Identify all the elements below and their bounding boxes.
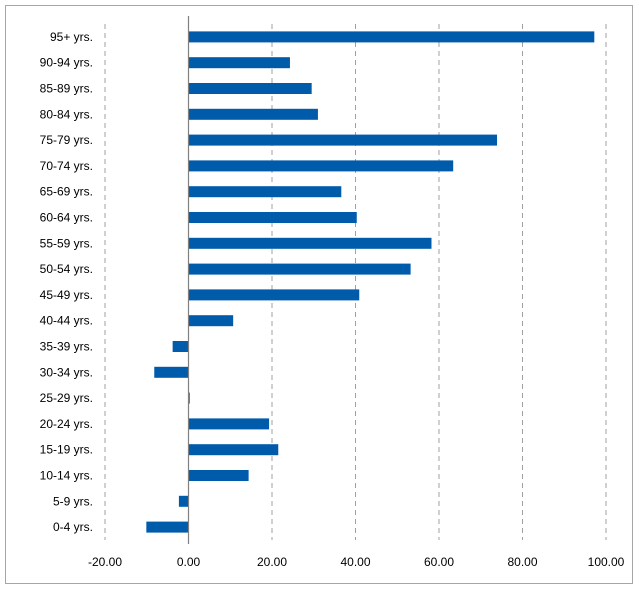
category-label: 40-44 yrs. (40, 314, 93, 328)
y-axis-category-labels: 0-4 yrs. 5-9 yrs. 10-14 yrs. 15-19 yrs. 20-2… (40, 30, 93, 534)
bar (178, 495, 189, 507)
bar (188, 470, 249, 481)
category-label: 80-84 yrs. (40, 107, 93, 121)
bar (188, 212, 357, 223)
category-label: 0-4 yrs. (53, 520, 93, 534)
category-label: 25-29 yrs. (40, 391, 93, 405)
grid-lines (104, 24, 607, 540)
category-label: 30-34 yrs. (40, 365, 93, 379)
x-tick-label: 40.00 (340, 555, 370, 569)
category-label: 60-64 yrs. (40, 211, 93, 225)
x-tick-label: -20.00 (88, 555, 122, 569)
bar (188, 315, 234, 327)
bars (146, 31, 595, 533)
category-label: 85-89 yrs. (40, 82, 93, 96)
x-tick-label: 100.00 (588, 555, 625, 569)
category-label: 5-9 yrs. (53, 494, 93, 508)
bar (146, 521, 189, 533)
category-label: 65-69 yrs. (40, 185, 93, 199)
category-label: 50-54 yrs. (40, 262, 93, 276)
bar (188, 57, 290, 69)
bar (188, 418, 270, 430)
bar (188, 83, 312, 94)
bar (188, 237, 432, 249)
category-label: 10-14 yrs. (40, 469, 93, 483)
category-label: 45-49 yrs. (40, 288, 93, 302)
x-tick-label: 60.00 (424, 555, 454, 569)
category-label: 20-24 yrs. (40, 417, 93, 431)
bar (188, 444, 279, 456)
bar (188, 263, 411, 275)
category-label: 75-79 yrs. (40, 133, 93, 147)
category-label: 95+ yrs. (50, 30, 93, 44)
x-tick-label: 80.00 (507, 555, 537, 569)
x-tick-label: 0.00 (177, 555, 201, 569)
bar (188, 160, 454, 172)
bar (188, 108, 318, 120)
bar (188, 134, 498, 146)
bar (188, 392, 190, 404)
x-tick-label: 20.00 (257, 555, 287, 569)
category-label: 35-39 yrs. (40, 340, 93, 354)
category-label: 70-74 yrs. (40, 159, 93, 173)
bar (172, 341, 189, 352)
bar (188, 31, 595, 43)
bar (188, 186, 342, 198)
category-label: 55-59 yrs. (40, 236, 93, 250)
category-label: 90-94 yrs. (40, 56, 93, 70)
category-label: 15-19 yrs. (40, 443, 93, 457)
bar (154, 366, 189, 378)
bar (188, 289, 360, 301)
x-axis-tick-labels: -20.00 0.00 20.00 40.00 60.00 80.00 100.00 (88, 555, 625, 569)
